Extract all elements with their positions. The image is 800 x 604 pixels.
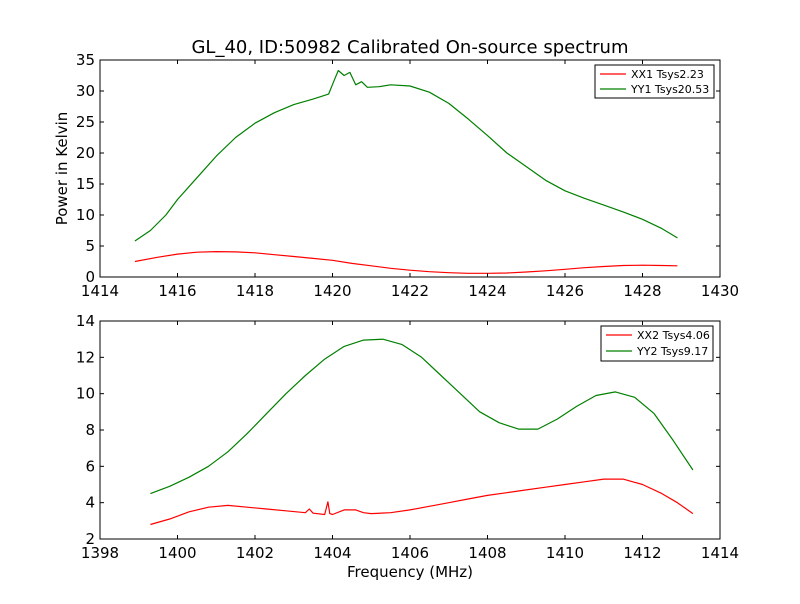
bottom-y-tick-label: 14 <box>76 312 95 330</box>
bottom-series-line-red <box>150 478 694 526</box>
top-panel: 1414 1416 1418 1420 1422 1424 1426 1428 1430 0 5 10… <box>53 51 739 300</box>
top-x-tick-label: 1418 <box>236 282 274 300</box>
top-series-layer <box>134 69 678 274</box>
bottom-x-tick-label: 1414 <box>701 544 739 562</box>
bottom-y-tick-label: 4 <box>85 494 95 512</box>
top-x-tick-label: 1414 <box>81 282 119 300</box>
top-y-tick-label: 5 <box>85 237 95 255</box>
top-y-tick-label: 25 <box>76 113 95 131</box>
top-legend: XX1 Tsys2.23 YY1 Tsys20.53 <box>594 64 715 99</box>
top-x-tick-label: 1426 <box>546 282 584 300</box>
bottom-legend-label-yy2: YY2 Tsys9.17 <box>636 345 708 358</box>
bottom-x-axis-label: Frequency (MHz) <box>347 563 473 581</box>
bottom-series-layer <box>150 338 694 526</box>
bottom-x-tick-label: 1404 <box>313 544 351 562</box>
chart-title: GL_40, ID:50982 Calibrated On-source spe… <box>191 37 628 58</box>
top-y-tick-label: 15 <box>76 175 95 193</box>
top-x-tick-label: 1422 <box>391 282 429 300</box>
bottom-x-tick-label: 1398 <box>81 544 119 562</box>
top-y-tick-label: 35 <box>76 51 95 69</box>
bottom-x-tick-label: 1406 <box>391 544 429 562</box>
bottom-y-tick-label: 10 <box>76 385 95 403</box>
bottom-legend: XX2 Tsys4.06 YY2 Tsys9.17 <box>600 325 714 362</box>
top-x-tick-label: 1420 <box>313 282 351 300</box>
top-y-tick-label: 10 <box>76 206 95 224</box>
bottom-legend-box <box>600 325 714 362</box>
bottom-y-tick-label: 8 <box>85 421 95 439</box>
bottom-series-line-green <box>150 338 694 495</box>
top-x-tick-label: 1424 <box>468 282 506 300</box>
bottom-y-tick-label: 12 <box>76 348 95 366</box>
top-x-tick-label: 1428 <box>623 282 661 300</box>
bottom-panel: 1398 1400 1402 1404 1406 1408 1410 1412 14142468… <box>76 312 739 581</box>
bottom-x-tick-label: 1408 <box>468 544 506 562</box>
top-ticks-layer: 1414 1416 1418 1420 1422 1424 1426 1428 1430 0 5 10… <box>76 51 739 300</box>
bottom-x-tick-label: 1410 <box>546 544 584 562</box>
bottom-x-tick-label: 1400 <box>158 544 196 562</box>
top-y-tick-label: 0 <box>85 268 95 286</box>
top-series-line-red <box>134 251 678 274</box>
bottom-x-tick-label: 1412 <box>623 544 661 562</box>
bottom-y-tick-label: 2 <box>85 530 95 548</box>
bottom-legend-label-xx2: XX2 Tsys4.06 <box>637 329 710 342</box>
top-legend-label-xx1: XX1 Tsys2.23 <box>631 68 704 81</box>
top-y-tick-label: 30 <box>76 82 95 100</box>
bottom-y-tick-label: 6 <box>85 457 95 475</box>
bottom-x-tick-label: 1402 <box>236 544 274 562</box>
top-series-line-green <box>134 69 678 242</box>
top-legend-box <box>594 64 715 99</box>
top-y-axis-label: Power in Kelvin <box>53 112 71 226</box>
top-x-tick-label: 1416 <box>158 282 196 300</box>
bottom-ticks-layer: 1398 1400 1402 1404 1406 1408 1410 1412 14142468… <box>76 312 739 562</box>
top-y-tick-label: 20 <box>76 144 95 162</box>
top-x-tick-label: 1430 <box>701 282 739 300</box>
top-legend-label-yy1: YY1 Tsys20.53 <box>630 83 709 96</box>
